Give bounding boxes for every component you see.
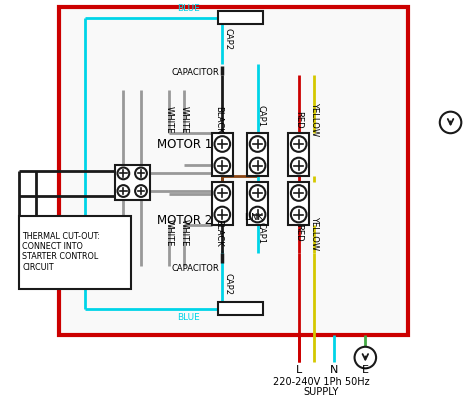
Circle shape: [440, 112, 461, 133]
Text: RED: RED: [294, 224, 303, 242]
Bar: [115, 165, 150, 200]
Text: WHITE: WHITE: [165, 106, 174, 133]
Circle shape: [214, 207, 230, 223]
Text: E: E: [362, 365, 369, 375]
Text: BLACK: BLACK: [214, 106, 223, 133]
Circle shape: [250, 136, 265, 152]
Text: CAP2: CAP2: [224, 273, 233, 295]
Text: BLUE: BLUE: [178, 314, 201, 322]
Text: MOTOR 2: MOTOR 2: [157, 214, 212, 227]
Text: CAPACITOR: CAPACITOR: [172, 264, 219, 273]
Bar: [247, 133, 268, 176]
Circle shape: [250, 158, 265, 173]
Circle shape: [355, 347, 376, 368]
Text: LINK: LINK: [244, 213, 263, 222]
Text: MOTOR 1: MOTOR 1: [157, 139, 212, 152]
Circle shape: [214, 185, 230, 201]
Bar: [59, 7, 409, 335]
Bar: [247, 182, 268, 225]
Circle shape: [291, 185, 307, 201]
Circle shape: [214, 158, 230, 173]
Text: BLACK: BLACK: [214, 219, 223, 247]
Text: 220-240V 1Ph 50Hz: 220-240V 1Ph 50Hz: [273, 377, 370, 387]
Text: WHITE: WHITE: [180, 106, 189, 133]
Text: WHITE: WHITE: [180, 219, 189, 247]
Bar: [211, 133, 233, 176]
Circle shape: [135, 185, 147, 197]
Bar: [288, 133, 310, 176]
Bar: [288, 182, 310, 225]
Bar: [211, 182, 233, 225]
Circle shape: [118, 168, 129, 179]
Text: BLUE: BLUE: [178, 4, 201, 13]
Text: YELLOW: YELLOW: [310, 216, 319, 250]
Text: CAP2: CAP2: [224, 28, 233, 50]
Circle shape: [291, 136, 307, 152]
Text: CAP1: CAP1: [257, 222, 266, 244]
Circle shape: [135, 168, 147, 179]
Text: YELLOW: YELLOW: [310, 103, 319, 137]
Circle shape: [291, 158, 307, 173]
Circle shape: [291, 207, 307, 223]
Circle shape: [118, 185, 129, 197]
Text: WHITE: WHITE: [165, 219, 174, 247]
Text: CAPACITOR: CAPACITOR: [172, 68, 219, 77]
Circle shape: [250, 185, 265, 201]
Circle shape: [250, 207, 265, 223]
Text: THERMAL CUT-OUT:
CONNECT INTO
STARTER CONTROL
CIRCUIT: THERMAL CUT-OUT: CONNECT INTO STARTER CO…: [22, 232, 100, 272]
Bar: [18, 215, 131, 289]
Bar: [219, 302, 264, 316]
Text: L: L: [296, 365, 302, 375]
Text: SUPPLY: SUPPLY: [303, 387, 339, 396]
Circle shape: [214, 136, 230, 152]
Text: CAP1: CAP1: [257, 105, 266, 127]
Text: N: N: [330, 365, 338, 375]
Bar: [219, 11, 264, 25]
Text: RED: RED: [294, 111, 303, 128]
